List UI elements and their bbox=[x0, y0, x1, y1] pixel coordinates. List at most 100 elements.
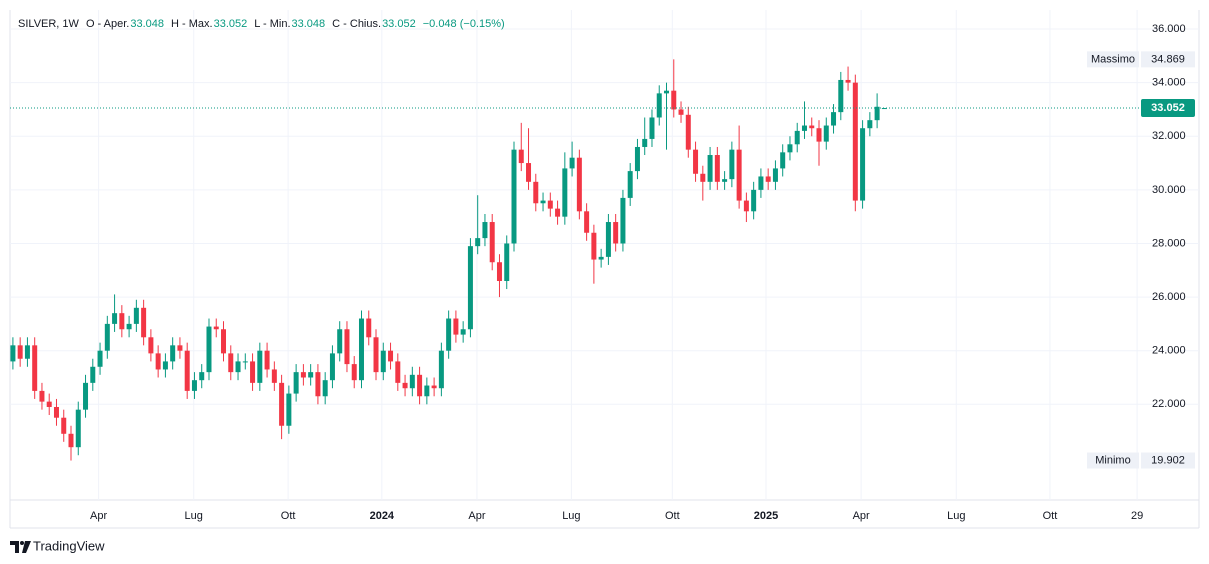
candle-body bbox=[417, 374, 423, 397]
candle-body bbox=[409, 374, 415, 389]
candle-body bbox=[809, 125, 815, 129]
candle-body bbox=[388, 350, 394, 362]
candle-body bbox=[489, 222, 495, 263]
candle-body bbox=[24, 345, 30, 359]
candle-body bbox=[329, 353, 335, 381]
candle-body bbox=[358, 318, 364, 381]
x-tick-label: 2025 bbox=[754, 510, 778, 522]
candle-body bbox=[32, 345, 38, 391]
candle-body bbox=[322, 380, 328, 397]
candle-body bbox=[787, 144, 793, 153]
candle-body bbox=[504, 243, 510, 282]
candle-body bbox=[177, 345, 183, 351]
candle-body bbox=[61, 417, 67, 434]
candle-body bbox=[293, 372, 299, 394]
y-tick-label: 34.000 bbox=[1152, 77, 1186, 89]
candle-body bbox=[874, 106, 880, 121]
candle-body bbox=[526, 163, 532, 182]
x-tick-label: Ott bbox=[1043, 510, 1058, 522]
legend-label: C - Chius. bbox=[332, 18, 381, 30]
candle-body bbox=[700, 173, 706, 182]
candle-body bbox=[482, 222, 488, 239]
candle-body bbox=[772, 168, 778, 182]
max-value-badge bbox=[1141, 51, 1195, 68]
candle-body bbox=[584, 211, 590, 233]
candle-body bbox=[184, 350, 190, 391]
last-price-label: 33.052 bbox=[1151, 102, 1185, 114]
candle-body bbox=[191, 380, 197, 391]
candle-body bbox=[605, 222, 611, 257]
candle-body bbox=[279, 382, 285, 426]
symbol: SILVER, 1W bbox=[18, 18, 80, 30]
candle-body bbox=[649, 117, 655, 139]
candle-body bbox=[598, 256, 604, 260]
candle-body bbox=[39, 390, 45, 402]
candle-body bbox=[431, 385, 437, 389]
candle-body bbox=[380, 350, 386, 373]
candle-body bbox=[881, 108, 887, 110]
candle-body bbox=[460, 329, 466, 335]
candle-body bbox=[656, 93, 662, 118]
candle-body bbox=[707, 155, 713, 182]
x-tick-label: Apr bbox=[853, 510, 870, 522]
candle-body bbox=[714, 155, 720, 182]
candle-body bbox=[242, 361, 248, 363]
legend-label: O - Aper. bbox=[86, 18, 129, 30]
x-tick-label: Apr bbox=[468, 510, 485, 522]
candle-body bbox=[170, 345, 176, 362]
candle-body bbox=[736, 149, 742, 201]
candle-body bbox=[17, 345, 23, 359]
x-tick-label: Ott bbox=[281, 510, 296, 522]
candle-body bbox=[221, 329, 227, 354]
candle-body bbox=[816, 128, 822, 142]
legend-value: 33.048 bbox=[292, 18, 326, 30]
candle-body bbox=[351, 364, 357, 381]
candle-body bbox=[642, 138, 648, 147]
candle-body bbox=[845, 79, 851, 83]
candle-body bbox=[722, 179, 728, 182]
candle-body bbox=[75, 409, 81, 448]
candle-body bbox=[620, 197, 626, 244]
candle-body bbox=[344, 329, 350, 365]
y-tick-label: 28.000 bbox=[1152, 237, 1186, 249]
candle-body bbox=[112, 313, 118, 324]
min-name: Minimo bbox=[1095, 454, 1130, 466]
candle-body bbox=[402, 382, 408, 389]
candle-body bbox=[424, 385, 430, 397]
candle-body bbox=[46, 401, 52, 407]
candle-body bbox=[823, 125, 829, 142]
candle-body bbox=[10, 345, 16, 362]
candle-body bbox=[300, 372, 306, 378]
candle-body bbox=[453, 318, 459, 335]
y-tick-label: 24.000 bbox=[1152, 345, 1186, 357]
candle-body bbox=[838, 79, 844, 113]
candle-body bbox=[250, 361, 256, 383]
candle-body bbox=[518, 149, 524, 164]
candle-body bbox=[860, 128, 866, 201]
legend-label: H - Max. bbox=[171, 18, 213, 30]
candle-body bbox=[68, 433, 74, 448]
candle-body bbox=[693, 149, 699, 174]
x-tick-label: Lug bbox=[947, 510, 965, 522]
legend-change: −0.048 (−0.15%) bbox=[423, 18, 505, 30]
max-name: Massimo bbox=[1091, 53, 1135, 65]
candle-body bbox=[155, 353, 161, 370]
candle-body bbox=[729, 149, 735, 180]
y-tick-label: 32.000 bbox=[1152, 130, 1186, 142]
candle-body bbox=[831, 112, 837, 126]
x-tick-label: Ott bbox=[665, 510, 680, 522]
min-name-badge bbox=[1087, 452, 1139, 469]
candle-body bbox=[562, 168, 568, 217]
candle-body bbox=[308, 372, 314, 378]
candle-body bbox=[765, 176, 771, 182]
candle-body bbox=[627, 171, 633, 198]
candle-body bbox=[540, 200, 546, 204]
candle-body bbox=[271, 369, 277, 383]
candle-body bbox=[634, 146, 640, 172]
y-tick-label: 22.000 bbox=[1152, 398, 1186, 410]
candle-body bbox=[53, 406, 59, 418]
legend-value: 33.052 bbox=[214, 18, 248, 30]
candle-body bbox=[315, 372, 321, 397]
